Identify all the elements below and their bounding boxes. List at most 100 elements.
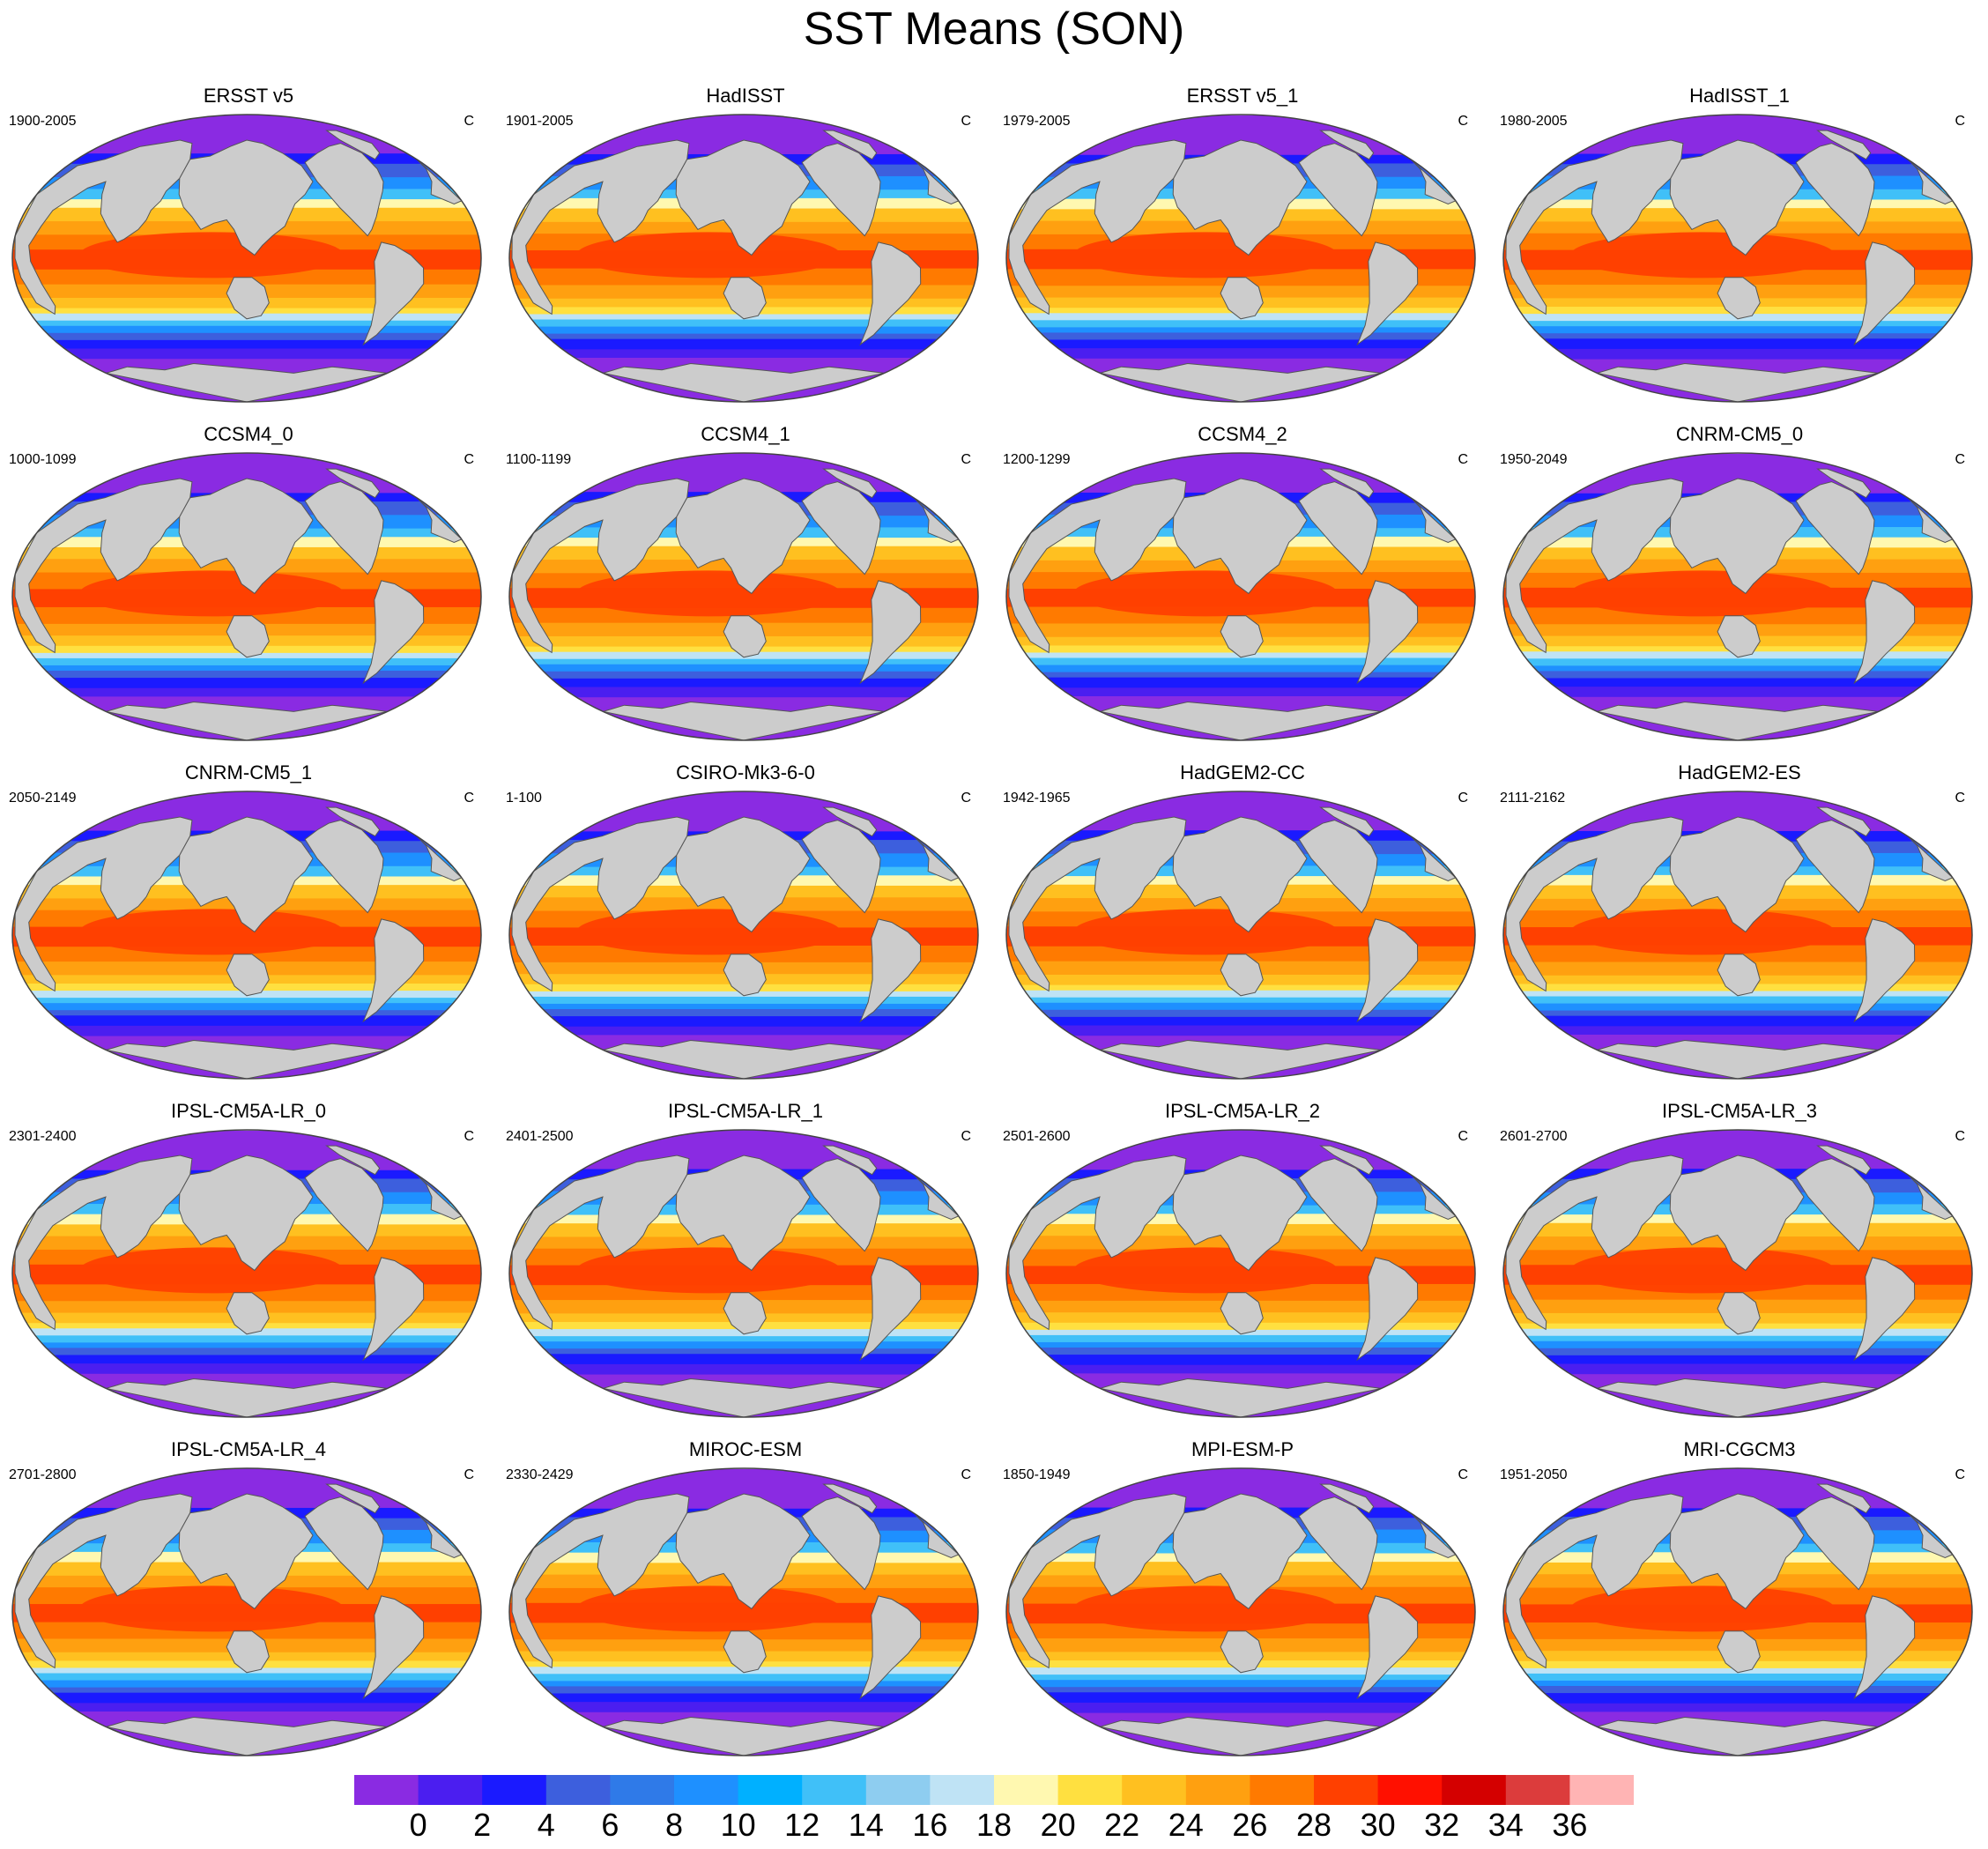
colorbar-tick-label: 28: [1295, 1807, 1332, 1843]
land-mass: [859, 241, 922, 346]
sst-band: [1503, 1353, 1972, 1364]
sst-band: [509, 1353, 978, 1364]
panel-units: C: [1955, 1467, 1965, 1482]
land-mass: [178, 478, 314, 595]
colorbar-box: [418, 1775, 483, 1805]
land-mass: [1319, 1483, 1375, 1514]
land-mass: [1298, 1158, 1378, 1252]
colorbar-box: [610, 1775, 675, 1805]
land-mass: [226, 1292, 270, 1335]
sst-band: [1006, 1702, 1475, 1713]
map-outline: [1005, 1467, 1476, 1756]
sst-band: [1503, 1685, 1972, 1694]
land-mass: [106, 1039, 388, 1079]
land-mass: [675, 816, 811, 933]
sst-map: [11, 1129, 482, 1418]
sst-band: [509, 1333, 978, 1342]
sst-band: [1006, 1672, 1475, 1681]
map-outline: [508, 114, 979, 403]
panel-units: C: [961, 114, 971, 129]
panel-period: 2401-2500: [506, 1129, 574, 1144]
warm-pool: [1073, 570, 1338, 617]
land-mass: [1853, 580, 1916, 685]
land-mass: [1505, 1155, 1684, 1331]
panel-period: 1900-2005: [9, 114, 77, 129]
land-mass: [1505, 139, 1684, 316]
sst-band: [509, 671, 978, 679]
land-mass: [1172, 1155, 1308, 1272]
sst-band: [509, 1690, 978, 1703]
land-mass: [1669, 816, 1805, 933]
sst-band: [1503, 348, 1972, 360]
sst-map: [1502, 1129, 1973, 1418]
sst-band: [12, 1334, 481, 1343]
colorbar-tick-label: 10: [720, 1807, 756, 1843]
map-outline: [1005, 452, 1476, 741]
warm-pool: [1073, 1585, 1338, 1632]
land-mass: [178, 1493, 314, 1610]
sst-band: [12, 325, 481, 333]
map-outline: [1005, 791, 1476, 1080]
land-mass: [1597, 1039, 1879, 1079]
sst-band: [1503, 338, 1972, 349]
map-panel: IPSL-CM5A-LR_0 2301-2400 C: [0, 1089, 497, 1428]
land-mass: [304, 143, 384, 237]
land-mass: [1816, 468, 1872, 499]
colorbar-box: [1250, 1775, 1315, 1805]
warm-pool: [576, 1247, 841, 1294]
sst-band: [12, 338, 481, 349]
land-mass: [178, 1155, 314, 1272]
panel-units: C: [464, 452, 474, 467]
sst-band: [509, 1346, 978, 1355]
sst-band: [12, 677, 481, 688]
colorbar-box: [930, 1775, 995, 1805]
land-mass: [1356, 918, 1419, 1023]
land-mass: [325, 468, 381, 499]
map-panel: MPI-ESM-P 1850-1949 C: [994, 1428, 1491, 1766]
sst-band: [1503, 330, 1972, 339]
sst-band: [509, 1673, 978, 1682]
sst-band: [12, 1340, 481, 1348]
land-mass: [603, 1039, 885, 1079]
sst-band: [1006, 324, 1475, 333]
sst-band: [12, 1679, 481, 1688]
land-mass: [1100, 1039, 1382, 1079]
land-mass: [1172, 478, 1308, 595]
map-panel: HadGEM2-ES 2111-2162 C: [1491, 751, 1988, 1089]
land-mass: [1669, 478, 1805, 595]
sst-map: [1502, 1467, 1973, 1756]
land-mass: [1717, 615, 1761, 658]
map-outline: [1502, 791, 1973, 1080]
colorbar-tick-label: 22: [1104, 1807, 1140, 1843]
land-mass: [106, 1716, 388, 1756]
land-mass: [304, 481, 384, 575]
warm-pool: [79, 1247, 344, 1294]
land-mass: [106, 362, 388, 402]
warm-pool: [1570, 1585, 1835, 1632]
sst-map: [1005, 114, 1476, 403]
land-mass: [1220, 1292, 1264, 1335]
sst-band: [509, 1001, 978, 1010]
sst-band: [509, 686, 978, 698]
sst-band: [1006, 347, 1475, 359]
sst-band: [1006, 337, 1475, 349]
land-mass: [822, 130, 878, 160]
land-mass: [1597, 362, 1879, 402]
panel-period: 2330-2429: [506, 1467, 574, 1482]
sst-band: [1006, 1691, 1475, 1703]
sst-map: [1005, 1129, 1476, 1418]
sst-map: [508, 1467, 979, 1756]
land-mass: [1356, 1257, 1419, 1362]
sst-band: [12, 1025, 481, 1036]
land-mass: [14, 1493, 193, 1669]
map-panel: IPSL-CM5A-LR_2 2501-2600 C: [994, 1089, 1491, 1428]
sst-band: [1503, 325, 1972, 334]
land-mass: [603, 1716, 885, 1756]
land-mass: [603, 1377, 885, 1417]
sst-band: [1503, 1673, 1972, 1681]
warm-pool: [1570, 232, 1835, 278]
map-outline: [11, 1129, 482, 1418]
colorbar-box: [1185, 1775, 1250, 1805]
land-mass: [1717, 277, 1761, 320]
map-panel: CCSM4_1 1100-1199 C: [497, 412, 994, 751]
